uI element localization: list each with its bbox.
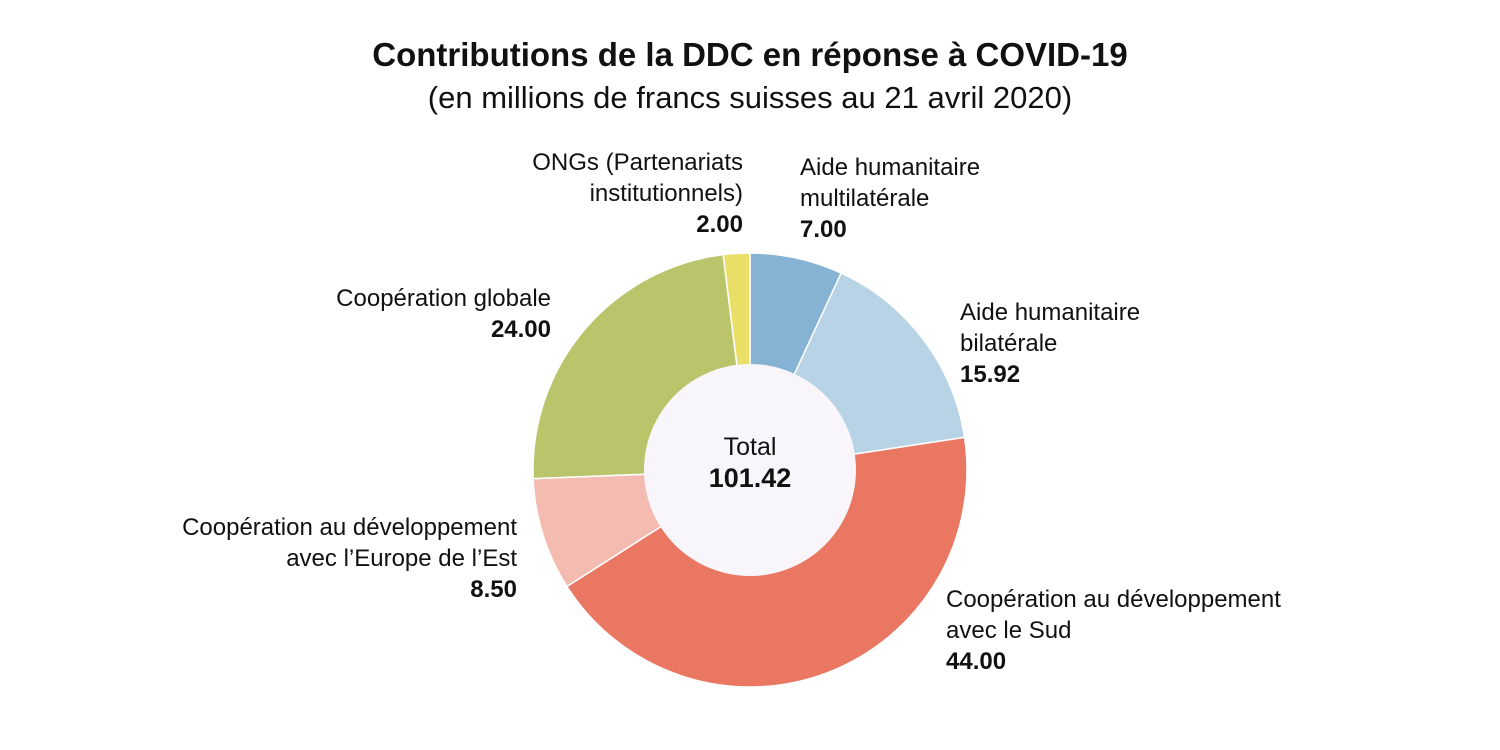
slice-label-3: Coopération au développement avec l’Euro… [182, 512, 517, 605]
data-label: 8.50 [470, 576, 517, 603]
slice-label-5: ONGs (Partenariats institutionnels) 2.00 [532, 147, 743, 240]
center-label: Total [723, 433, 777, 461]
chart-title: Contributions de la DDC en réponse à COV… [372, 36, 1128, 73]
label-line: avec l’Europe de l’Est [286, 545, 517, 572]
data-label: 24.00 [490, 316, 551, 343]
label-line: Aide humanitaire [960, 299, 1141, 326]
label-line: bilatérale [960, 330, 1058, 357]
data-label: 15.92 [960, 361, 1021, 388]
data-label: 2.00 [696, 211, 743, 238]
label-line: institutionnels) [589, 180, 743, 207]
label-line: ONGs (Partenariats [532, 149, 743, 176]
label-line: Coopération au développement [182, 514, 517, 541]
data-label: 7.00 [800, 216, 847, 243]
slice-label-2: Coopération au développement avec le Sud… [946, 584, 1281, 677]
label-line: Aide humanitaire [800, 154, 981, 181]
slice-label-1: Aide humanitaire bilatérale 15.92 [960, 297, 1140, 390]
donut-hole [644, 364, 856, 576]
chart-subtitle: (en millions de francs suisses au 21 avr… [427, 80, 1073, 115]
slice-label-0: Aide humanitaire multilatérale 7.00 [800, 152, 980, 245]
label-line: multilatérale [800, 185, 930, 212]
label-line: Coopération au développement [946, 586, 1281, 613]
slice-label-4: Coopération globale 24.00 [336, 283, 551, 345]
center-value: 101.42 [708, 463, 792, 493]
data-label: 44.00 [946, 648, 1007, 675]
center-total: Total 101.42 [650, 432, 850, 495]
label-line: Coopération globale [336, 285, 551, 312]
label-line: avec le Sud [946, 617, 1072, 644]
